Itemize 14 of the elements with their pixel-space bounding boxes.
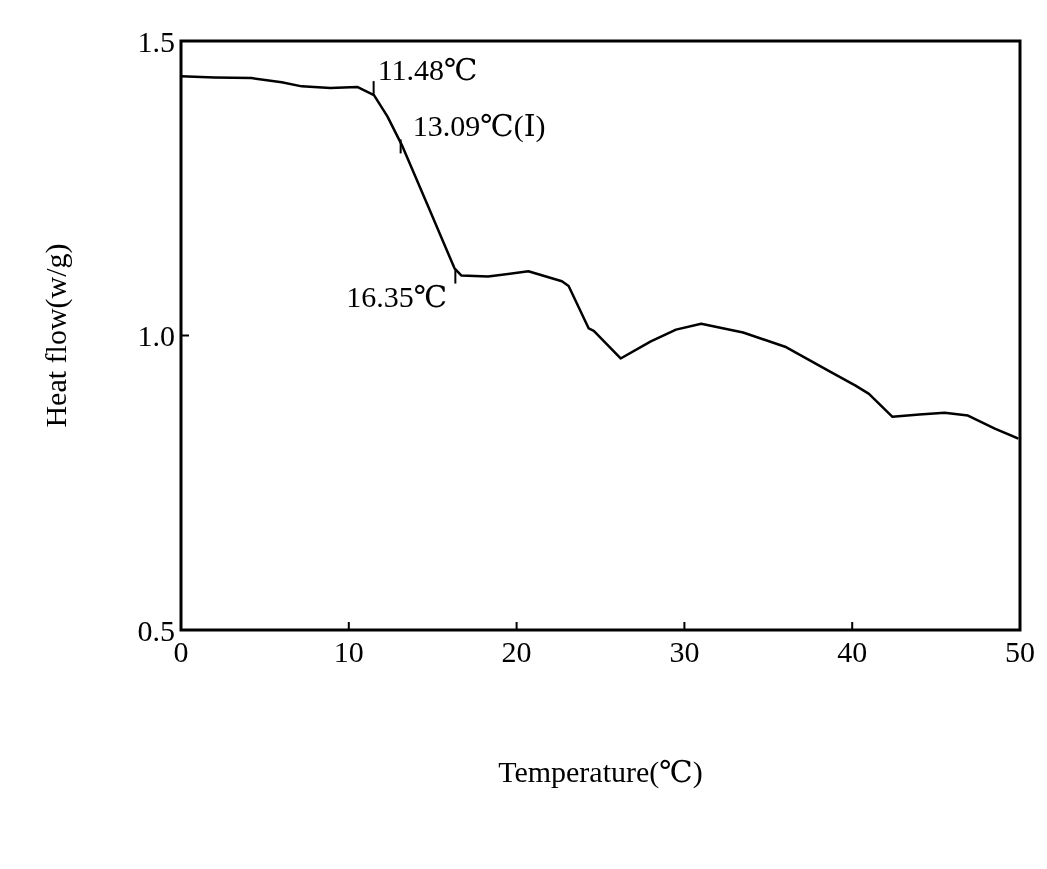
x-tick-label: 10 — [333, 635, 364, 668]
x-tick-label: 40 — [837, 635, 868, 668]
x-tick-label: 20 — [501, 635, 532, 668]
x-axis-title: Temperature(℃) — [498, 755, 703, 789]
annotation: 13.09℃(Ⅰ) — [412, 109, 546, 144]
annotation: 16.35℃ — [346, 279, 448, 313]
y-tick-label: 0.5 — [137, 613, 175, 647]
x-tick-label: 0 — [173, 635, 189, 668]
y-axis-title: Heat flow(w/g) — [39, 243, 73, 428]
x-tick-label: 50 — [1005, 635, 1035, 668]
x-tick-label: 30 — [669, 635, 700, 668]
annotation: 11.48℃ — [377, 53, 478, 87]
y-tick-label: 1.0 — [137, 319, 175, 352]
y-tick-label: 1.5 — [137, 24, 175, 58]
